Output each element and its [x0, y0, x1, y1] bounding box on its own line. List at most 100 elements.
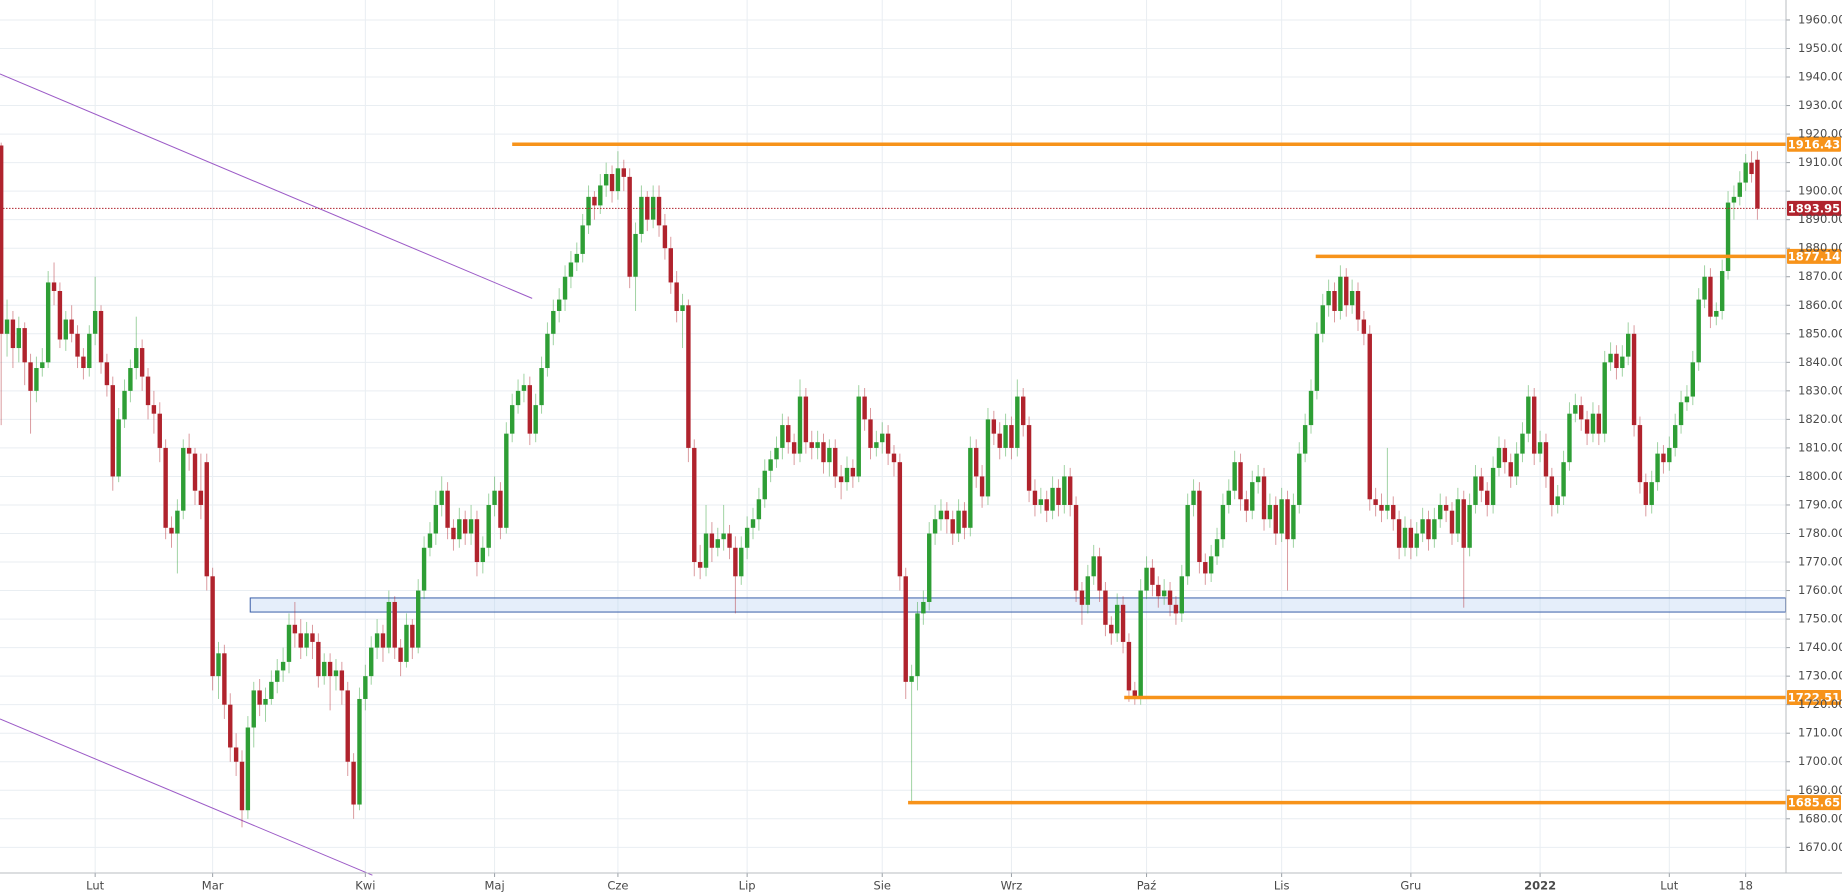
candle-body: [251, 690, 256, 728]
price-badge: [1787, 248, 1841, 264]
price-badge: [1787, 795, 1841, 811]
candle-body: [1643, 482, 1649, 505]
candle-body: [627, 176, 632, 277]
candle-body: [1432, 519, 1437, 540]
candle-body: [63, 319, 68, 340]
candle-body: [509, 405, 515, 434]
candle-body: [944, 510, 950, 520]
candle-body: [1091, 556, 1096, 577]
candle-body: [768, 459, 773, 471]
y-tick-label: 1710.00: [1798, 726, 1842, 740]
candle-body: [1714, 310, 1719, 317]
candle-body: [110, 385, 115, 477]
candle-body: [1620, 356, 1625, 369]
candle-body: [1725, 202, 1731, 272]
candle-body: [122, 390, 127, 420]
candle-body: [480, 547, 486, 563]
candle-body: [1731, 196, 1737, 203]
candle-body: [192, 453, 198, 491]
x-tick-label: 18: [1738, 879, 1753, 893]
y-tick-label: 1950.00: [1798, 41, 1842, 55]
price-badge-label: 1893.95: [1788, 201, 1840, 215]
candle-body: [40, 362, 45, 369]
candle-body: [139, 348, 145, 377]
x-tick-label: Kwi: [355, 879, 375, 893]
candle-body: [363, 676, 368, 699]
candle-body: [1226, 490, 1231, 505]
candle-body: [862, 396, 867, 420]
candle-body: [1502, 447, 1508, 463]
candle-body: [545, 333, 550, 369]
candle-body: [856, 396, 861, 477]
candle-body: [574, 253, 579, 263]
candle-body: [985, 419, 991, 497]
candle-body: [1185, 504, 1190, 577]
candle-body: [515, 390, 521, 406]
candle-body: [1085, 576, 1091, 605]
candle-body: [1320, 305, 1325, 334]
y-tick-label: 1890.00: [1798, 212, 1842, 226]
support-zone: [249, 597, 1787, 613]
candle-body: [521, 385, 527, 391]
candle-body: [650, 196, 656, 220]
candle-body: [633, 233, 638, 277]
candle-body: [186, 447, 192, 454]
x-tick-label: Paź: [1137, 879, 1157, 893]
candle-body: [181, 447, 186, 511]
candle-body: [1584, 419, 1590, 434]
candle-body: [891, 453, 897, 463]
candle-body: [527, 385, 533, 434]
x-tick-label: Wrz: [1001, 879, 1023, 893]
candle-body: [1661, 453, 1666, 463]
candle-body: [1261, 476, 1267, 520]
x-tick-label: Cze: [607, 879, 628, 893]
x-tick-label: Mar: [202, 879, 224, 893]
candle-body: [104, 362, 110, 386]
candle-body: [797, 396, 803, 454]
candle-body: [410, 624, 415, 648]
candle-body: [1684, 396, 1690, 403]
candle-body: [1079, 590, 1085, 605]
candle-body: [1056, 487, 1061, 505]
candle-body: [956, 510, 961, 534]
candle-body: [351, 761, 356, 805]
y-tick-label: 1960.00: [1798, 12, 1842, 26]
y-tick-label: 1680.00: [1798, 811, 1842, 825]
candle-body: [504, 433, 509, 528]
candle-body: [562, 276, 568, 300]
price-badge-label: 1916.43: [1788, 137, 1840, 151]
candle-body: [451, 527, 456, 540]
price-badge: [1787, 690, 1841, 706]
candle-body: [1285, 499, 1290, 540]
candle-body: [239, 761, 245, 811]
candle-body: [416, 590, 421, 648]
candle-body: [1220, 504, 1226, 540]
candle-body: [833, 447, 838, 477]
candle-body: [950, 519, 955, 534]
candle-body: [145, 376, 151, 406]
candle-body: [1743, 162, 1748, 183]
candle-body: [1708, 276, 1713, 317]
candle-body: [880, 433, 885, 443]
candle-body: [1003, 425, 1008, 448]
candle-body: [1526, 396, 1531, 434]
x-tick-label: 2022: [1524, 879, 1556, 893]
candle-body: [92, 310, 98, 334]
y-tick-label: 1690.00: [1798, 783, 1842, 797]
candle-body: [1232, 462, 1237, 491]
candle-body: [1097, 556, 1102, 591]
candle-body: [927, 533, 932, 602]
x-tick-label: Lut: [86, 879, 104, 893]
candle-body: [1062, 476, 1067, 505]
x-tick-label: Sie: [873, 879, 891, 893]
candle-body: [10, 319, 16, 349]
candle-body: [592, 196, 597, 206]
candle-body: [1690, 362, 1696, 397]
candle-body: [868, 419, 873, 448]
candle-body: [116, 419, 121, 477]
trend-line: [0, 73, 533, 299]
candle-body: [733, 547, 738, 577]
candle-body: [128, 368, 133, 391]
candle-body: [210, 576, 215, 677]
